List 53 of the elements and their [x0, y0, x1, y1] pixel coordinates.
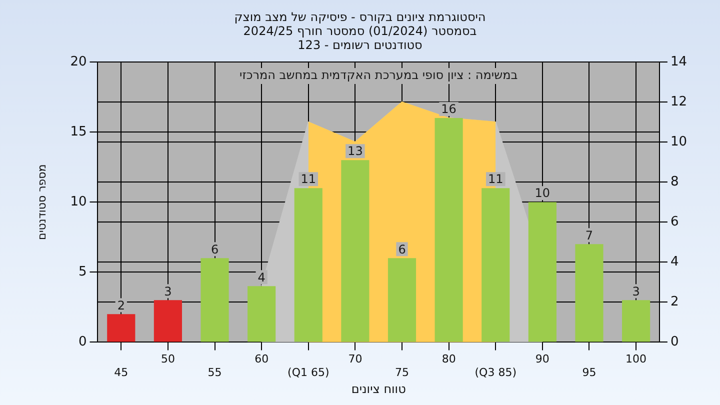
bar	[434, 118, 463, 342]
y2-tick-label: 2	[670, 294, 679, 310]
data-label: 11	[300, 172, 316, 186]
y-tick-label: 15	[70, 124, 87, 140]
bar	[154, 300, 182, 342]
y-axis-title: מספר סטודנטים	[35, 164, 48, 240]
bar	[341, 160, 370, 342]
data-label: 11	[488, 172, 504, 186]
data-label: 6	[210, 242, 219, 256]
bar	[248, 286, 276, 342]
x-tick-label: 60	[254, 352, 269, 366]
bar	[294, 188, 322, 342]
x-tick-label: 90	[535, 352, 550, 366]
y-tick-label: 0	[78, 334, 87, 350]
y-tick-label: 5	[78, 264, 87, 280]
x-tick-label: 75	[395, 366, 410, 379]
x-tick-label: 50	[160, 352, 175, 366]
data-label: 2	[117, 298, 125, 312]
bar	[482, 188, 510, 342]
y2-tick-label: 0	[670, 334, 679, 350]
x-tick-label: 70	[348, 352, 362, 366]
data-label: 6	[398, 242, 406, 256]
y2-tick-label: 8	[670, 174, 679, 190]
y2-tick-label: 14	[670, 54, 688, 70]
data-label: 3	[632, 284, 640, 298]
bar	[200, 258, 229, 342]
x-tick-label: 55	[208, 366, 222, 379]
y2-tick-label: 6	[670, 214, 679, 230]
x-tick-label: 100	[626, 352, 647, 366]
data-label: 3	[164, 284, 172, 298]
bar	[107, 314, 136, 342]
data-label: 7	[585, 228, 594, 242]
bar	[622, 300, 650, 342]
chart-title: היסטוגרמת ציונים בקורס - פיסיקה של מצב מוצק בסמסטר (01/2024) סמסטר חורף 2024/25 סטודנטים רשומים - 123	[233, 10, 487, 52]
data-label: 10	[534, 186, 550, 200]
y2-tick-label: 10	[670, 134, 688, 150]
x-tick-label: (Q3 85)	[474, 366, 516, 379]
x-tick-label: 45	[114, 366, 128, 379]
y-tick-label: 10	[70, 194, 87, 210]
x-tick-label: (Q1 65)	[288, 366, 330, 379]
x-axis-title: טווח ציונים	[351, 382, 406, 396]
data-label: 16	[441, 102, 456, 116]
x-tick-label: 95	[582, 366, 596, 379]
bar	[528, 202, 556, 342]
y2-tick-label: 4	[670, 254, 679, 270]
bar	[575, 244, 604, 342]
x-tick-label: 80	[442, 352, 456, 366]
y-tick-label: 20	[70, 54, 87, 70]
data-label: 13	[348, 144, 363, 158]
bar	[388, 258, 416, 342]
y2-tick-label: 12	[670, 94, 688, 110]
annotation: במשימה : ציון סופי במערכת האקדמית במחשב המרכזי	[240, 68, 518, 82]
data-label: 4	[258, 270, 266, 284]
